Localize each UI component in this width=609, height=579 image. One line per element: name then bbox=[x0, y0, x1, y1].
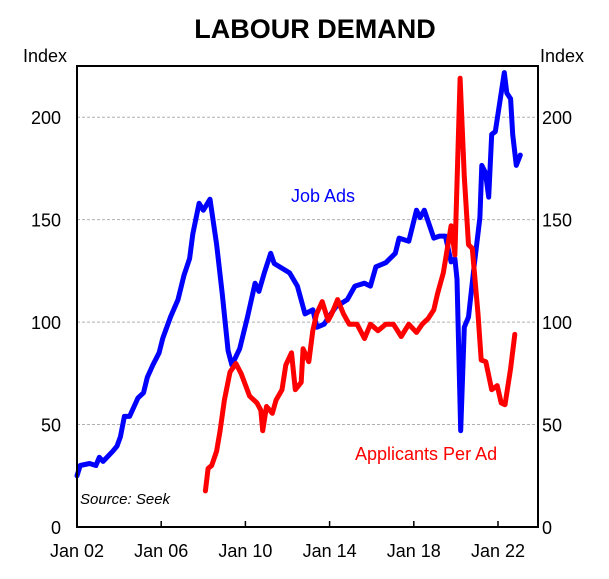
chart-title: LABOUR DEMAND bbox=[194, 14, 435, 44]
y-axis-label-right: Index bbox=[540, 46, 584, 66]
series-line-applicants-per-ad bbox=[202, 75, 518, 494]
y-tick-label-right: 200 bbox=[542, 108, 572, 128]
gridlines bbox=[77, 116, 538, 426]
y-tick-label-left: 0 bbox=[51, 518, 61, 538]
y-axis-label-left: Index bbox=[23, 46, 67, 66]
y-tick-label-left: 150 bbox=[31, 211, 61, 231]
x-tick-label: Jan 14 bbox=[303, 541, 357, 561]
y-tick-label-left: 100 bbox=[31, 313, 61, 333]
series-label-job-ads: Job Ads bbox=[291, 186, 355, 206]
x-tick-label: Jan 22 bbox=[471, 541, 525, 561]
x-tick-labels: Jan 02 Jan 06 Jan 10 Jan 14 Jan 18 Jan 22 bbox=[50, 521, 525, 561]
series-lines bbox=[74, 70, 523, 494]
x-tick-label: Jan 02 bbox=[50, 541, 104, 561]
plot-frame bbox=[76, 65, 539, 528]
x-tick-label: Jan 18 bbox=[387, 541, 441, 561]
y-tick-labels: 0 0 50 50 100 100 150 150 200 200 bbox=[31, 108, 572, 538]
y-tick-label-left: 200 bbox=[31, 108, 61, 128]
y-tick-label-right: 100 bbox=[542, 313, 572, 333]
series-label-applicants-per-ad: Applicants Per Ad bbox=[355, 444, 497, 464]
y-tick-label-right: 150 bbox=[542, 211, 572, 231]
y-tick-label-left: 50 bbox=[41, 416, 61, 436]
y-tick-label-right: 50 bbox=[542, 416, 562, 436]
series-line-job-ads bbox=[74, 70, 523, 479]
x-tick-label: Jan 06 bbox=[134, 541, 188, 561]
y-tick-label-right: 0 bbox=[542, 518, 552, 538]
x-tick-label: Jan 10 bbox=[218, 541, 272, 561]
source-note: Source: Seek bbox=[80, 491, 172, 508]
